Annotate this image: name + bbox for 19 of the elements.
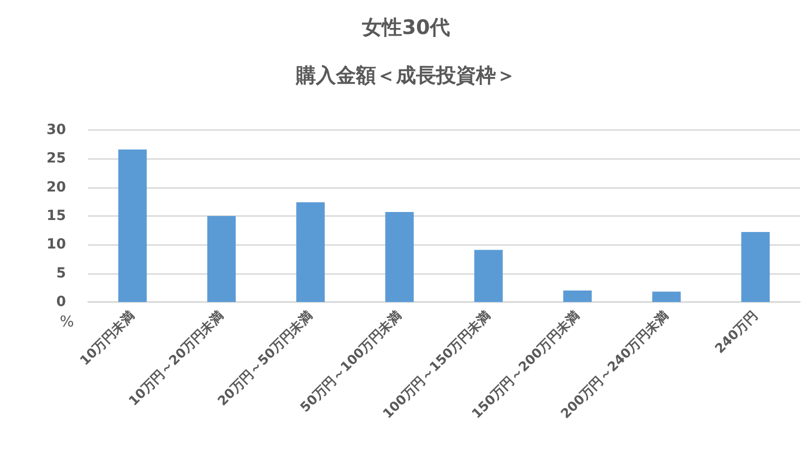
bar — [207, 216, 236, 302]
y-tick-label: 5 — [56, 265, 66, 282]
y-axis-title: % — [60, 312, 74, 330]
y-tick-label: 0 — [56, 294, 66, 310]
y-tick-label: 25 — [46, 150, 66, 167]
bar — [385, 212, 414, 302]
y-tick-label: 15 — [46, 208, 66, 224]
bar — [563, 290, 592, 302]
bar — [118, 149, 147, 302]
y-tick-label: 30 — [46, 122, 66, 138]
chart-title: 女性30代 — [361, 15, 450, 39]
bar — [474, 250, 503, 302]
y-tick-label: 10 — [46, 236, 66, 253]
bar — [741, 232, 770, 302]
bar — [296, 202, 325, 302]
y-tick-label: 20 — [46, 179, 66, 196]
x-tick-label: 10万円未満 — [78, 308, 138, 369]
bar — [652, 292, 681, 302]
chart-subtitle: 購入金額＜成長投資枠＞ — [295, 63, 516, 87]
